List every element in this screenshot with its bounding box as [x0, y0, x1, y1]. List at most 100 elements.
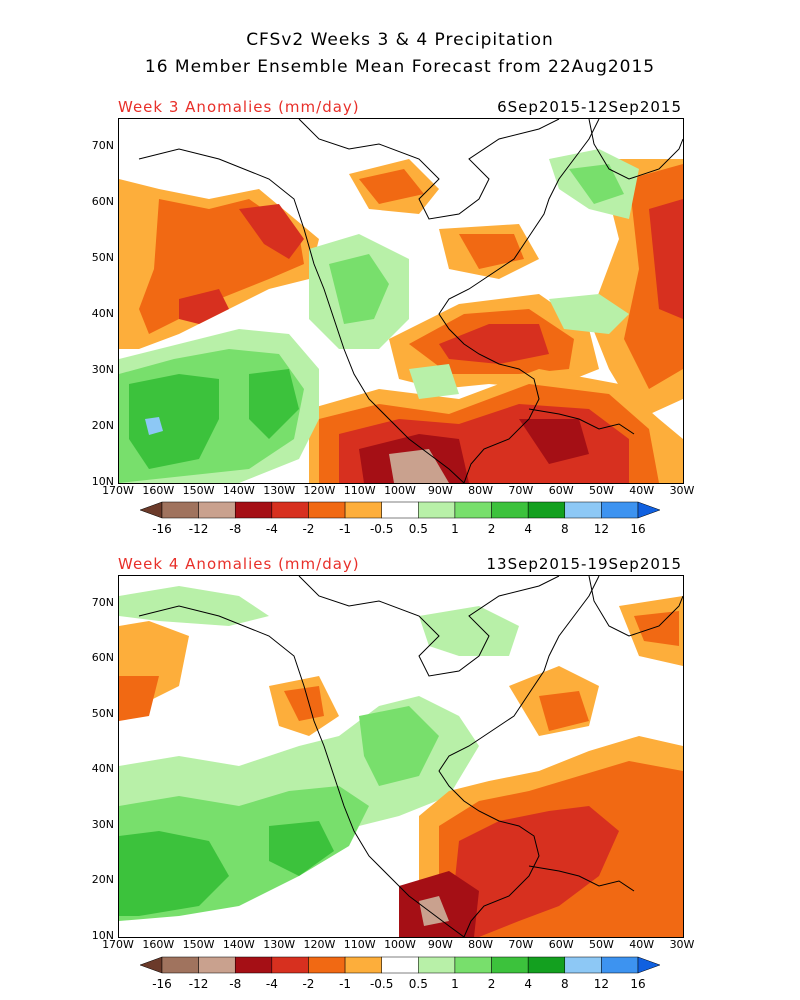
dry-region	[539, 691, 589, 731]
wet-region	[129, 374, 219, 469]
lat-tick-label: 60N	[91, 651, 114, 665]
lon-tick-label: 130W	[263, 938, 296, 951]
lon-tick-label: 80W	[468, 938, 493, 951]
lon-tick-label: 70W	[508, 484, 534, 497]
colorbar-swatch	[527, 501, 566, 519]
panel2-title: Week 4 Anomalies (mm/day)	[118, 555, 360, 573]
colorbar-label: -2	[302, 977, 315, 991]
dry-region	[419, 896, 449, 926]
colorbar-swatch	[198, 956, 236, 974]
lat-tick-label: 40N	[91, 762, 114, 776]
colorbar-label: -0.5	[369, 977, 394, 991]
colorbar-label: 4	[524, 977, 532, 991]
colorbar-swatch	[198, 501, 236, 519]
lat-tick-label: 70N	[91, 139, 114, 152]
coastline	[298, 119, 560, 220]
lat-tick-label: 20N	[91, 419, 114, 432]
lon-tick-label: 150W	[182, 484, 215, 497]
wet-region	[409, 364, 459, 399]
dry-region	[459, 234, 524, 269]
lon-tick-label: 140W	[222, 938, 255, 951]
colorbar-arrow-left	[140, 956, 163, 974]
colorbar-swatch	[454, 501, 492, 519]
colorbar-swatch	[381, 956, 419, 974]
lat-tick-label: 40N	[91, 307, 114, 320]
dry-region	[359, 169, 424, 204]
colorbar-label: 16	[630, 522, 646, 536]
panel1-dates: 6Sep2015-12Sep2015	[497, 98, 682, 116]
lon-tick-label: 50W	[588, 938, 614, 951]
wet-region	[329, 254, 389, 324]
colorbar-label: 8	[560, 977, 569, 991]
colorbar-swatch	[491, 956, 529, 974]
colorbar-swatch	[308, 501, 346, 519]
dry-region	[119, 676, 159, 721]
colorbar-swatch	[308, 956, 346, 974]
wet-region	[419, 606, 519, 656]
colorbar-label: -1	[339, 977, 352, 991]
colorbar-label: 8	[560, 522, 569, 536]
lat-tick-label: 20N	[91, 873, 114, 887]
colorbar-label: 2	[487, 522, 496, 536]
coastline	[528, 865, 635, 892]
wet-region	[145, 417, 163, 435]
lon-tick-label: 80W	[468, 484, 493, 497]
colorbar-label: -12	[188, 522, 209, 536]
lon-tick-label: 140W	[222, 484, 255, 497]
coastline	[588, 119, 683, 180]
dry-region	[519, 419, 589, 464]
lon-tick-label: 130W	[263, 484, 296, 497]
panel1-title: Week 3 Anomalies (mm/day)	[118, 98, 360, 116]
lon-tick-label: 50W	[588, 484, 614, 497]
colorbar-swatch	[344, 956, 382, 974]
figure-subtitle: 16 Member Ensemble Mean Forecast from 22…	[144, 57, 656, 77]
colorbar-swatch	[564, 956, 602, 974]
colorbar-swatch	[234, 956, 273, 974]
colorbar-label: 12	[593, 522, 610, 536]
colorbar-label: -1	[339, 522, 352, 536]
dry-region	[634, 611, 679, 646]
lon-tick-label: 30W	[669, 938, 695, 951]
colorbar-arrow-left	[140, 501, 163, 519]
colorbar-label: -4	[265, 522, 278, 536]
colorbar-swatch	[381, 501, 419, 519]
coastline	[298, 576, 560, 677]
colorbar-label: -8	[229, 977, 242, 991]
coastline	[438, 576, 600, 937]
wet-region	[249, 369, 299, 439]
dry-region	[439, 324, 549, 364]
colorbar-label: -16	[152, 522, 172, 536]
lat-tick-label: 10N	[91, 929, 114, 942]
colorbar-1	[140, 500, 660, 536]
coastline	[528, 408, 635, 435]
lon-tick-label: 110W	[343, 484, 376, 497]
lon-tick-label: 120W	[303, 484, 336, 497]
lon-tick-label: 110W	[343, 938, 376, 951]
lon-tick-label: 160W	[142, 938, 175, 951]
colorbar-label: -4	[265, 977, 278, 991]
lat-tick-label: 30N	[91, 363, 114, 376]
colorbar-label: 1	[451, 522, 459, 536]
colorbar-label: 16	[630, 977, 646, 991]
colorbar-swatch	[418, 501, 456, 519]
lat-tick-label: 70N	[91, 595, 114, 609]
lat-tick-label: 50N	[91, 706, 114, 720]
colorbar-label: 0.5	[408, 522, 428, 536]
wet-region	[269, 821, 334, 876]
figure-title: CFSv2 Weeks 3 & 4 Precipitation	[246, 30, 554, 50]
lon-tick-label: 70W	[508, 938, 534, 951]
colorbar-label: 12	[593, 977, 610, 991]
dry-region	[239, 204, 304, 259]
coastline	[588, 576, 683, 637]
wet-region	[569, 164, 624, 204]
coastline	[138, 148, 465, 483]
colorbar-swatch	[271, 956, 309, 974]
lon-tick-label: 30W	[669, 484, 695, 497]
wet-region	[119, 831, 229, 916]
lon-tick-label: 120W	[303, 938, 336, 951]
colorbar-swatch	[161, 501, 199, 519]
colorbar-arrow-right	[637, 956, 660, 974]
colorbar-swatch	[454, 956, 492, 974]
lon-tick-label: 40W	[629, 484, 655, 497]
lon-tick-label: 90W	[427, 938, 453, 951]
